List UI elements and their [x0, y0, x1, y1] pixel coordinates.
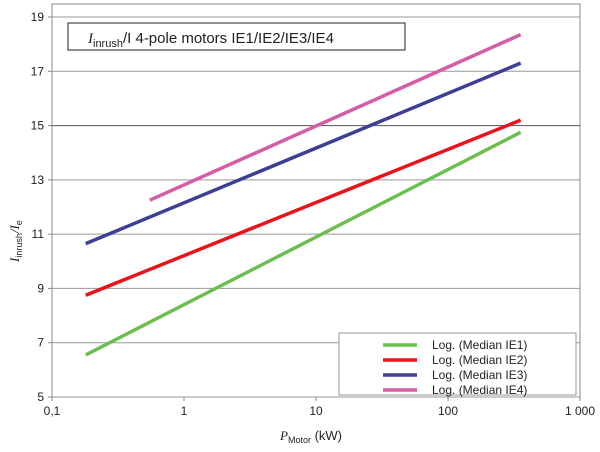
x-axis-label: PMotor (kW) [279, 428, 342, 445]
chart-title: Iinrush/I 4-pole motors IE1/IE2/IE3/IE4 [67, 22, 406, 51]
plot-area [51, 3, 581, 398]
legend: Log. (Median IE1)Log. (Median IE2)Log. (… [338, 332, 577, 397]
legend-label: Log. (Median IE1) [432, 338, 527, 352]
x-tick-label: 0,1 [44, 404, 61, 418]
y-tick-label: 17 [31, 64, 45, 78]
y-tick-label: 5 [37, 390, 44, 404]
x-tick-label: 100 [438, 404, 458, 418]
y-tick-label: 13 [31, 173, 45, 187]
y-tick-label: 11 [32, 227, 45, 241]
y-tick-label: 9 [37, 281, 44, 295]
y-axis-label: Iinrush/Ie [7, 220, 24, 263]
x-tick-label: 1 [181, 404, 188, 418]
x-tick-label: 1 000 [565, 404, 595, 418]
series-line-ie1 [84, 130, 522, 357]
series-line-ie4 [149, 33, 522, 202]
y-tick-label: 15 [31, 119, 45, 133]
legend-label: Log. (Median IE2) [432, 353, 527, 367]
legend-label: Log. (Median IE3) [432, 368, 527, 382]
legend-label: Log. (Median IE4) [432, 383, 527, 397]
svg-text:Iinrush/I 4-pole motors IE1/IE: Iinrush/I 4-pole motors IE1/IE2/IE3/IE4 [87, 30, 334, 50]
y-tick-label: 19 [31, 10, 45, 24]
y-tick-label: 7 [37, 336, 44, 350]
series-line-ie2 [85, 118, 522, 297]
series-line-ie3 [85, 61, 522, 246]
x-tick-label: 10 [309, 404, 323, 418]
